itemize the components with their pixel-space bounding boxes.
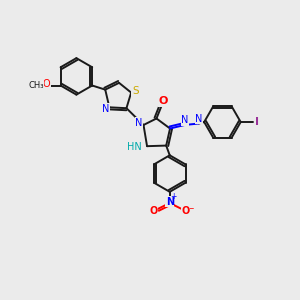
Text: HN: HN (127, 142, 142, 152)
Text: N: N (195, 114, 203, 124)
Text: CH₃: CH₃ (28, 81, 44, 90)
Text: N: N (102, 104, 110, 114)
Text: S: S (132, 86, 139, 96)
Text: O⁻: O⁻ (181, 206, 195, 216)
Text: N: N (181, 115, 188, 125)
Text: +: + (170, 192, 177, 201)
Text: O: O (159, 96, 168, 106)
Text: N: N (166, 196, 174, 206)
Text: N: N (135, 118, 143, 128)
Text: O: O (43, 79, 51, 89)
Text: I: I (256, 117, 260, 127)
Text: O: O (149, 206, 158, 216)
